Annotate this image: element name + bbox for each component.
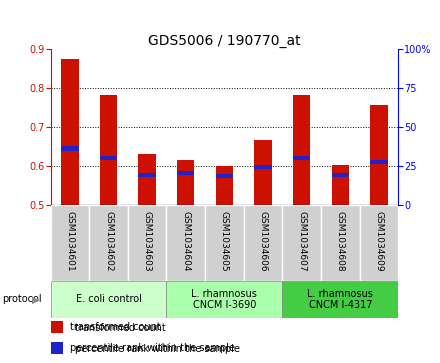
Bar (332, 165, 349, 205)
Bar (139, 172, 156, 177)
Bar (332, 172, 349, 177)
Text: L. rhamnosus
CNCM I-3690: L. rhamnosus CNCM I-3690 (191, 289, 257, 310)
Bar (61, 146, 79, 151)
Bar (139, 154, 156, 205)
Bar (51, 342, 63, 354)
Bar (254, 165, 272, 170)
Text: GSM1034603: GSM1034603 (143, 211, 152, 272)
Bar (359, 205, 398, 281)
Bar (51, 281, 166, 318)
Text: GSM1034606: GSM1034606 (259, 211, 268, 272)
Bar (89, 205, 128, 281)
Bar (370, 160, 388, 164)
Text: GSM1034608: GSM1034608 (336, 211, 345, 272)
Text: L. rhamnosus
CNCM I-4317: L. rhamnosus CNCM I-4317 (307, 289, 373, 310)
Text: percentile rank within the sample: percentile rank within the sample (75, 344, 240, 354)
Text: percentile rank within the sample: percentile rank within the sample (70, 343, 235, 353)
Bar (177, 160, 194, 205)
Text: protocol: protocol (2, 294, 42, 305)
Text: transformed count: transformed count (70, 322, 161, 332)
Bar (293, 156, 310, 160)
Text: GSM1034609: GSM1034609 (374, 211, 383, 272)
Bar (166, 281, 282, 318)
Text: GSM1034605: GSM1034605 (220, 211, 229, 272)
Text: ▶: ▶ (32, 294, 39, 305)
Bar (216, 174, 233, 178)
Bar (100, 156, 117, 160)
Bar (216, 166, 233, 205)
Bar (293, 95, 310, 205)
Text: transformed count: transformed count (75, 323, 166, 333)
Text: GSM1034607: GSM1034607 (297, 211, 306, 272)
Text: GSM1034601: GSM1034601 (66, 211, 74, 272)
Text: GSM1034604: GSM1034604 (181, 211, 190, 272)
Text: E. coli control: E. coli control (76, 294, 142, 305)
Text: GSM1034602: GSM1034602 (104, 211, 113, 272)
Bar (51, 205, 89, 281)
Bar (282, 281, 398, 318)
Bar (177, 171, 194, 175)
Title: GDS5006 / 190770_at: GDS5006 / 190770_at (148, 34, 301, 48)
Bar (282, 205, 321, 281)
Bar (61, 59, 79, 205)
Bar (205, 205, 244, 281)
Bar (166, 205, 205, 281)
Bar (128, 205, 166, 281)
Bar (51, 321, 63, 334)
Bar (370, 105, 388, 205)
Bar (321, 205, 359, 281)
Bar (244, 205, 282, 281)
Bar (100, 95, 117, 205)
Bar (254, 139, 272, 205)
